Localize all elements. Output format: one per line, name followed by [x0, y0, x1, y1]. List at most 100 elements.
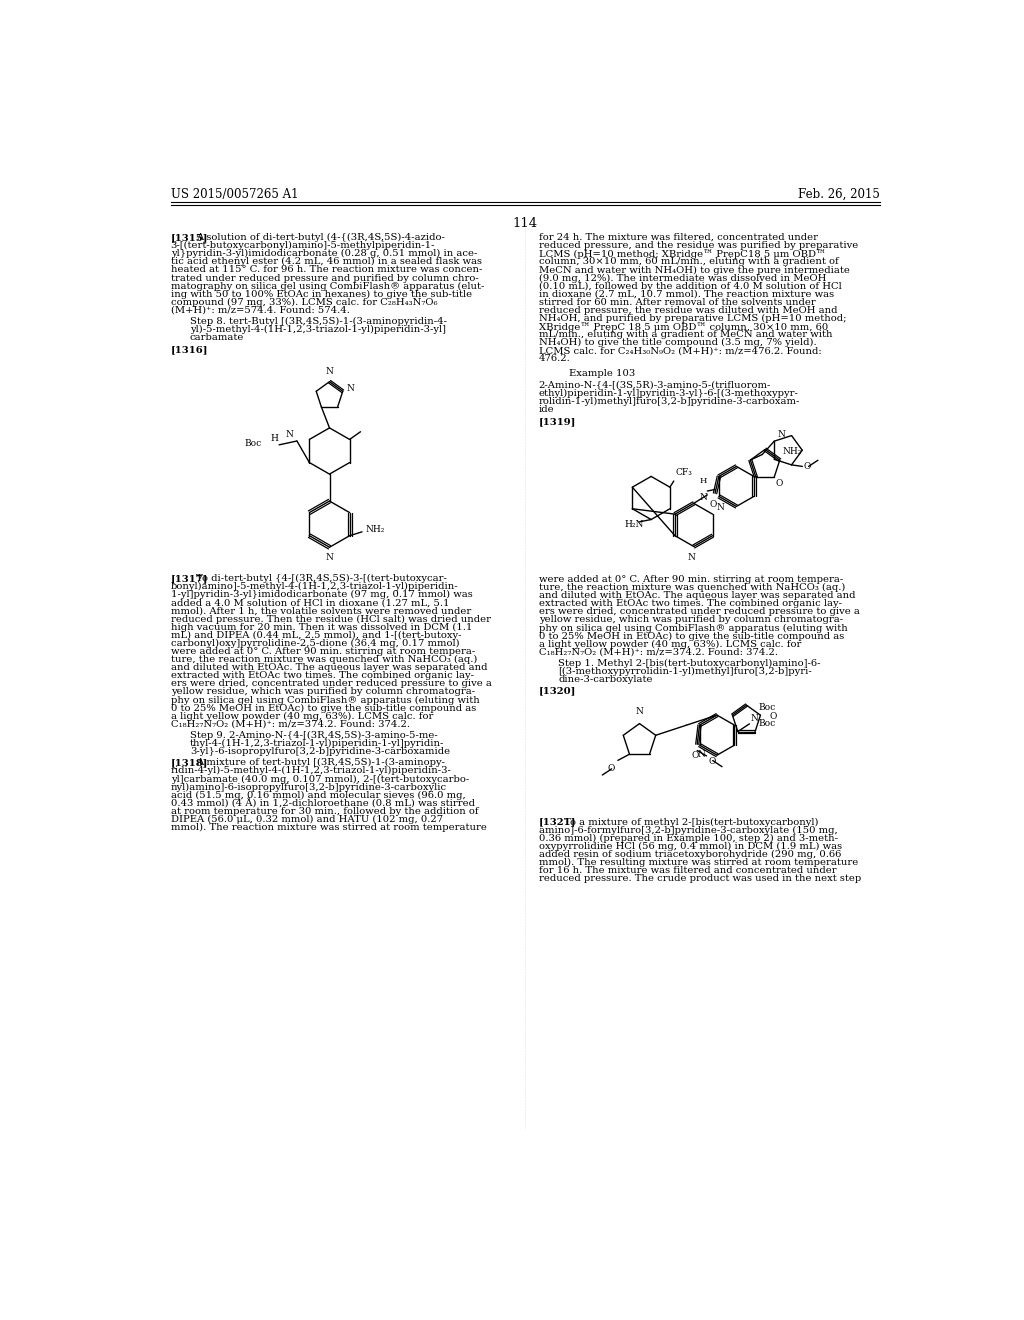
Text: N: N	[347, 384, 354, 393]
Text: reduced pressure, the residue was diluted with MeOH and: reduced pressure, the residue was dilute…	[539, 306, 838, 315]
Text: Boc: Boc	[759, 719, 776, 729]
Text: rolidin-1-yl)methyl]furo[3,2-b]pyridine-3-carboxam-: rolidin-1-yl)methyl]furo[3,2-b]pyridine-…	[539, 397, 800, 405]
Text: nyl)amino]-6-isopropylfuro[3,2-b]pyridine-3-carboxylic: nyl)amino]-6-isopropylfuro[3,2-b]pyridin…	[171, 783, 446, 792]
Text: N: N	[751, 714, 759, 723]
Text: 3-[(tert-butoxycarbonyl)amino]-5-methylpiperidin-1-: 3-[(tert-butoxycarbonyl)amino]-5-methylp…	[171, 242, 435, 251]
Text: amino]-6-formylfuro[3,2-b]pyridine-3-carboxylate (150 mg,: amino]-6-formylfuro[3,2-b]pyridine-3-car…	[539, 825, 838, 834]
Text: DIPEA (56.0 μL, 0.32 mmol) and HATU (102 mg, 0.27: DIPEA (56.0 μL, 0.32 mmol) and HATU (102…	[171, 814, 442, 824]
Text: and diluted with EtOAc. The aqueous layer was separated and: and diluted with EtOAc. The aqueous laye…	[539, 591, 855, 601]
Text: [1317]: [1317]	[171, 574, 208, 583]
Text: yl]carbamate (40.0 mg, 0.107 mmol), 2-[(tert-butoxycarbo-: yl]carbamate (40.0 mg, 0.107 mmol), 2-[(…	[171, 775, 469, 784]
Text: thyl-4-(1H-1,2,3-triazol-1-yl)piperidin-1-yl]pyridin-: thyl-4-(1H-1,2,3-triazol-1-yl)piperidin-…	[190, 739, 444, 748]
Text: ing with 50 to 100% EtOAc in hexanes) to give the sub-title: ing with 50 to 100% EtOAc in hexanes) to…	[171, 289, 472, 298]
Text: [(3-methoxypyrrolidin-1-yl)methyl]furo[3,2-b]pyri-: [(3-methoxypyrrolidin-1-yl)methyl]furo[3…	[558, 667, 812, 676]
Text: NH₂: NH₂	[782, 447, 802, 457]
Text: ture, the reaction mixture was quenched with NaHCO₃ (aq.): ture, the reaction mixture was quenched …	[171, 655, 477, 664]
Text: H: H	[699, 477, 708, 484]
Text: [1318]: [1318]	[171, 758, 208, 767]
Text: 114: 114	[512, 216, 538, 230]
Text: 0 to 25% MeOH in EtOAc) to give the sub-title compound as: 0 to 25% MeOH in EtOAc) to give the sub-…	[171, 704, 476, 713]
Text: mmol). After 1 h, the volatile solvents were removed under: mmol). After 1 h, the volatile solvents …	[171, 607, 471, 615]
Text: extracted with EtOAc two times. The combined organic lay-: extracted with EtOAc two times. The comb…	[539, 599, 842, 609]
Text: N: N	[777, 429, 785, 438]
Text: 1-yl]pyridin-3-yl}imidodicarbonate (97 mg, 0.17 mmol) was: 1-yl]pyridin-3-yl}imidodicarbonate (97 m…	[171, 590, 472, 599]
Text: US 2015/0057265 A1: US 2015/0057265 A1	[171, 187, 298, 201]
Text: Example 103: Example 103	[569, 368, 636, 378]
Text: (M+H)⁺: m/z=574.4. Found: 574.4.: (M+H)⁺: m/z=574.4. Found: 574.4.	[171, 306, 349, 315]
Text: [1320]: [1320]	[539, 686, 577, 696]
Text: (9.0 mg, 12%). The intermediate was dissolved in MeOH: (9.0 mg, 12%). The intermediate was diss…	[539, 273, 826, 282]
Text: Boc: Boc	[759, 704, 776, 713]
Text: H: H	[270, 434, 279, 444]
Text: oxypyrrolidine HCl (56 mg, 0.4 mmol) in DCM (1.9 mL) was: oxypyrrolidine HCl (56 mg, 0.4 mmol) in …	[539, 842, 842, 851]
Text: mmol). The reaction mixture was stirred at room temperature: mmol). The reaction mixture was stirred …	[171, 822, 486, 832]
Text: C₁₈H₂₇N₇O₂ (M+H)⁺: m/z=374.2. Found: 374.2.: C₁₈H₂₇N₇O₂ (M+H)⁺: m/z=374.2. Found: 374…	[171, 719, 410, 729]
Text: reduced pressure. The crude product was used in the next step: reduced pressure. The crude product was …	[539, 874, 861, 883]
Text: at room temperature for 30 min., followed by the addition of: at room temperature for 30 min., followe…	[171, 807, 478, 816]
Text: high vacuum for 20 min. Then it was dissolved in DCM (1.1: high vacuum for 20 min. Then it was diss…	[171, 623, 472, 632]
Text: Boc: Boc	[244, 438, 261, 447]
Text: mL) and DIPEA (0.44 mL, 2.5 mmol), and 1-[(tert-butoxy-: mL) and DIPEA (0.44 mL, 2.5 mmol), and 1…	[171, 631, 461, 640]
Text: Step 1. Methyl 2-[bis(tert-butoxycarbonyl)amino]-6-: Step 1. Methyl 2-[bis(tert-butoxycarbony…	[558, 659, 820, 668]
Text: [1319]: [1319]	[539, 417, 577, 426]
Text: matography on silica gel using CombiFlash® apparatus (elut-: matography on silica gel using CombiFlas…	[171, 281, 484, 290]
Text: N: N	[326, 553, 334, 562]
Text: N: N	[697, 750, 706, 759]
Text: bonyl)amino]-5-methyl-4-(1H-1,2,3-triazol-1-yl)piperidin-: bonyl)amino]-5-methyl-4-(1H-1,2,3-triazo…	[171, 582, 459, 591]
Text: reduced pressure, and the residue was purified by preparative: reduced pressure, and the residue was pu…	[539, 242, 858, 251]
Text: O: O	[709, 499, 717, 508]
Text: A mixture of tert-butyl [(3R,4S,5S)-1-(3-aminopy-: A mixture of tert-butyl [(3R,4S,5S)-1-(3…	[197, 758, 445, 767]
Text: acid (51.5 mg, 0.16 mmol) and molecular sieves (96.0 mg,: acid (51.5 mg, 0.16 mmol) and molecular …	[171, 791, 465, 800]
Text: ers were dried, concentrated under reduced pressure to give a: ers were dried, concentrated under reduc…	[171, 680, 492, 688]
Text: O: O	[776, 479, 783, 488]
Text: yellow residue, which was purified by column chromatogra-: yellow residue, which was purified by co…	[171, 688, 475, 697]
Text: O: O	[608, 764, 615, 774]
Text: ethyl)piperidin-1-yl]pyridin-3-yl}-6-[(3-methoxypyr-: ethyl)piperidin-1-yl]pyridin-3-yl}-6-[(3…	[539, 388, 799, 397]
Text: N: N	[717, 503, 724, 512]
Text: yl)-5-methyl-4-(1H-1,2,3-triazol-1-yl)piperidin-3-yl]: yl)-5-methyl-4-(1H-1,2,3-triazol-1-yl)pi…	[190, 325, 446, 334]
Text: ture, the reaction mixture was quenched with NaHCO₃ (aq.): ture, the reaction mixture was quenched …	[539, 583, 845, 593]
Text: stirred for 60 min. After removal of the solvents under: stirred for 60 min. After removal of the…	[539, 298, 815, 306]
Text: (0.10 mL), followed by the addition of 4.0 M solution of HCl: (0.10 mL), followed by the addition of 4…	[539, 281, 842, 290]
Text: [1315]: [1315]	[171, 234, 208, 242]
Text: heated at 115° C. for 96 h. The reaction mixture was concen-: heated at 115° C. for 96 h. The reaction…	[171, 265, 482, 275]
Text: Step 9. 2-Amino-N-{4-[(3R,4S,5S)-3-amino-5-me-: Step 9. 2-Amino-N-{4-[(3R,4S,5S)-3-amino…	[190, 731, 437, 741]
Text: trated under reduced pressure and purified by column chro-: trated under reduced pressure and purifi…	[171, 273, 478, 282]
Text: N: N	[326, 367, 334, 376]
Text: carbonyl)oxy]pyrrolidine-2,5-dione (36.4 mg, 0.17 mmol): carbonyl)oxy]pyrrolidine-2,5-dione (36.4…	[171, 639, 459, 648]
Text: extracted with EtOAc two times. The combined organic lay-: extracted with EtOAc two times. The comb…	[171, 671, 474, 680]
Text: ide: ide	[539, 405, 554, 413]
Text: and diluted with EtOAc. The aqueous layer was separated and: and diluted with EtOAc. The aqueous laye…	[171, 663, 487, 672]
Text: C₁₈H₂₇N₇O₂ (M+H)⁺: m/z=374.2. Found: 374.2.: C₁₈H₂₇N₇O₂ (M+H)⁺: m/z=374.2. Found: 374…	[539, 648, 778, 657]
Text: 3-yl}-6-isopropylfuro[3,2-b]pyridine-3-carboxamide: 3-yl}-6-isopropylfuro[3,2-b]pyridine-3-c…	[190, 747, 451, 756]
Text: NH₄OH) to give the title compound (3.5 mg, 7% yield).: NH₄OH) to give the title compound (3.5 m…	[539, 338, 816, 347]
Text: CF₃: CF₃	[676, 469, 692, 478]
Text: 0.43 mmol) (4 Å) in 1,2-dichloroethane (0.8 mL) was stirred: 0.43 mmol) (4 Å) in 1,2-dichloroethane (…	[171, 799, 475, 809]
Text: Feb. 26, 2015: Feb. 26, 2015	[798, 187, 880, 201]
Text: NH₄OH, and purified by preparative LCMS (pH=10 method;: NH₄OH, and purified by preparative LCMS …	[539, 314, 846, 323]
Text: a light yellow powder (40 mg, 63%). LCMS calc. for: a light yellow powder (40 mg, 63%). LCMS…	[539, 640, 801, 648]
Text: mL/min., eluting with a gradient of MeCN and water with: mL/min., eluting with a gradient of MeCN…	[539, 330, 833, 339]
Text: O: O	[804, 462, 811, 471]
Text: N: N	[636, 708, 643, 715]
Text: 476.2.: 476.2.	[539, 354, 570, 363]
Text: added a 4.0 M solution of HCl in dioxane (1.27 mL, 5.1: added a 4.0 M solution of HCl in dioxane…	[171, 598, 450, 607]
Text: 0 to 25% MeOH in EtOAc) to give the sub-title compound as: 0 to 25% MeOH in EtOAc) to give the sub-…	[539, 631, 844, 640]
Text: [1321]: [1321]	[539, 817, 577, 826]
Text: ers were dried, concentrated under reduced pressure to give a: ers were dried, concentrated under reduc…	[539, 607, 859, 616]
Text: MeCN and water with NH₄OH) to give the pure intermediate: MeCN and water with NH₄OH) to give the p…	[539, 265, 850, 275]
Text: added resin of sodium triacetoxyborohydride (290 mg, 0.66: added resin of sodium triacetoxyborohydr…	[539, 850, 841, 859]
Text: Step 8. tert-Butyl [(3R,4S,5S)-1-(3-aminopyridin-4-: Step 8. tert-Butyl [(3R,4S,5S)-1-(3-amin…	[190, 317, 447, 326]
Text: N: N	[687, 553, 695, 561]
Text: phy on silica gel using CombiFlash® apparatus (eluting with: phy on silica gel using CombiFlash® appa…	[171, 696, 479, 705]
Text: To a mixture of methyl 2-[bis(tert-butoxycarbonyl): To a mixture of methyl 2-[bis(tert-butox…	[564, 817, 819, 826]
Text: O: O	[770, 713, 777, 721]
Text: reduced pressure. Then the residue (HCl salt) was dried under: reduced pressure. Then the residue (HCl …	[171, 615, 490, 624]
Text: yl}pyridin-3-yl)imidodicarbonate (0.28 g, 0.51 mmol) in ace-: yl}pyridin-3-yl)imidodicarbonate (0.28 g…	[171, 249, 477, 259]
Text: A solution of di-tert-butyl (4-{(3R,4S,5S)-4-azido-: A solution of di-tert-butyl (4-{(3R,4S,5…	[197, 234, 445, 242]
Text: N: N	[286, 429, 293, 438]
Text: ridin-4-yl)-5-methyl-4-(1H-1,2,3-triazol-1-yl)piperidin-3-: ridin-4-yl)-5-methyl-4-(1H-1,2,3-triazol…	[171, 767, 452, 775]
Text: O: O	[691, 751, 698, 759]
Text: yellow residue, which was purified by column chromatogra-: yellow residue, which was purified by co…	[539, 615, 843, 624]
Text: 2-Amino-N-{4-[(3S,5R)-3-amino-5-(trifluorom-: 2-Amino-N-{4-[(3S,5R)-3-amino-5-(trifluo…	[539, 380, 771, 389]
